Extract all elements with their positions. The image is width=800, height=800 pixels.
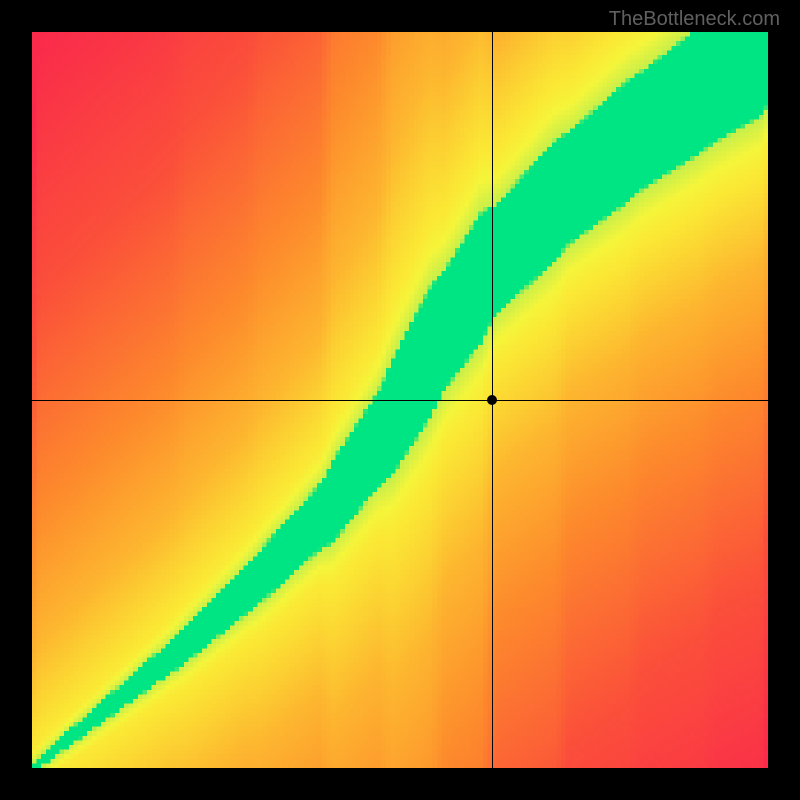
heatmap-plot: [32, 32, 768, 768]
crosshair-marker: [487, 395, 497, 405]
crosshair-horizontal: [32, 400, 768, 401]
watermark-text: TheBottleneck.com: [609, 8, 780, 31]
